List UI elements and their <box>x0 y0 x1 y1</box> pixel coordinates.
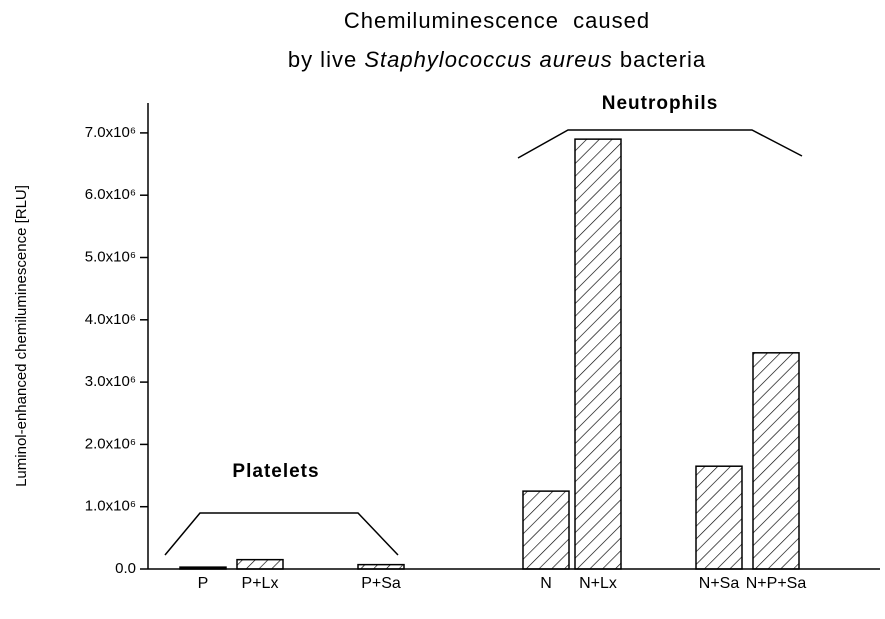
chart-title: by live Staphylococcus aureus bacteria <box>288 47 706 72</box>
bar <box>179 566 227 570</box>
x-tick-label: N+Sa <box>699 575 740 592</box>
bar <box>574 138 622 570</box>
bar <box>522 490 570 570</box>
bar <box>236 558 284 570</box>
bar <box>752 352 800 570</box>
y-tick-label: 3.0x10⁶ <box>85 373 136 390</box>
bar <box>695 465 743 570</box>
title-part: bacteria <box>613 47 706 72</box>
x-tick-label: N+P+Sa <box>746 575 807 592</box>
group-bracket <box>164 512 399 556</box>
x-tick-label: P <box>198 575 209 592</box>
y-axis-label: Luminol-enhanced chemiluminescence [RLU] <box>13 185 30 487</box>
y-tick-label: 5.0x10⁶ <box>85 248 136 265</box>
x-tick-label: P+Sa <box>361 575 401 592</box>
bar <box>357 563 405 570</box>
x-tick-label: N <box>540 575 552 592</box>
y-tick-label: 1.0x10⁶ <box>85 498 136 515</box>
y-tick-label: 4.0x10⁶ <box>85 311 136 328</box>
group-label: Neutrophils <box>602 93 719 114</box>
x-tick-label: N+Lx <box>579 575 617 592</box>
y-tick-label: 2.0x10⁶ <box>85 435 136 452</box>
title-part: Staphylococcus aureus <box>364 47 612 72</box>
title-part: by live <box>288 47 364 72</box>
y-tick-label: 0.0 <box>115 560 136 577</box>
y-tick-label: 6.0x10⁶ <box>85 186 136 203</box>
group-bracket <box>517 129 803 159</box>
y-tick-label: 7.0x10⁶ <box>85 124 136 141</box>
group-label: Platelets <box>232 461 319 482</box>
x-tick-label: P+Lx <box>242 575 279 592</box>
chart-title: Chemiluminescence caused <box>344 8 650 33</box>
